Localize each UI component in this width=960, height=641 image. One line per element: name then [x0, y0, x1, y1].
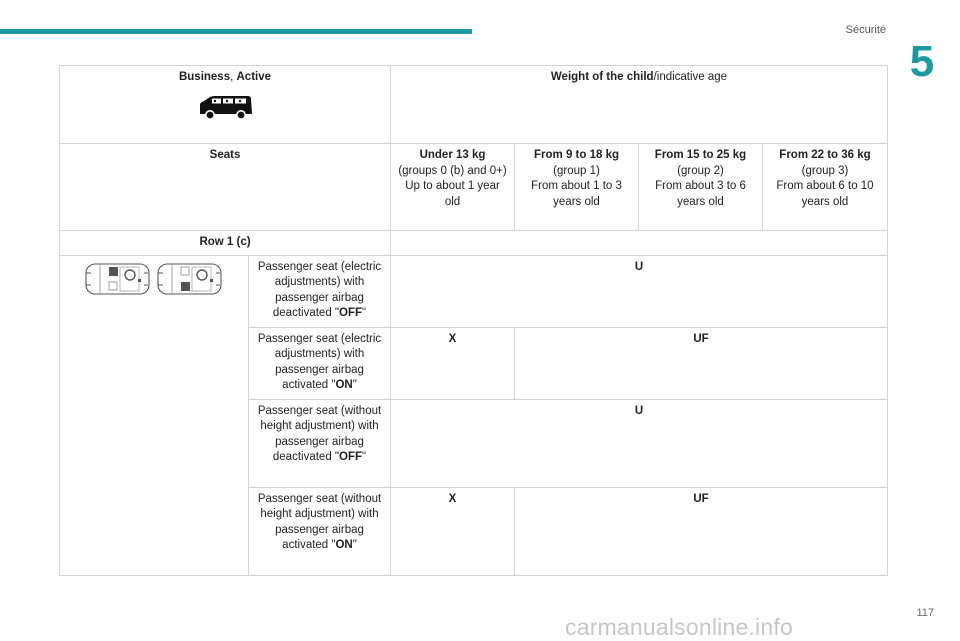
- group-header: From 9 to 18 kg (group 1) From about 1 to …: [514, 143, 639, 231]
- seat-diagram-cell: [59, 254, 249, 576]
- child-seat-table: Business, Active Weight of the child/ind…: [59, 65, 888, 576]
- seats-label: Seats: [59, 143, 391, 231]
- chapter-number: 5: [909, 37, 935, 86]
- seat-description: Passenger seat (without height adjustmen…: [248, 486, 391, 576]
- group-header: From 22 to 36 kg (group 3) From about 6 to…: [762, 143, 888, 231]
- header-accent-bar: [0, 29, 472, 34]
- van-silhouette-icon: [200, 95, 252, 120]
- suitability-value: X: [390, 326, 515, 400]
- suitability-value: UF: [514, 326, 888, 400]
- row-label-filler: [390, 230, 888, 256]
- seat-description: Passenger seat (electric adjustments) wi…: [248, 254, 391, 328]
- weight-header: Weight of the child/indicative age: [390, 65, 888, 144]
- car-top-view-icon: [157, 262, 222, 295]
- version-label: Business, Active: [178, 71, 272, 83]
- suitability-value: U: [390, 398, 888, 488]
- page-number: 117: [916, 607, 934, 619]
- row-label: Row 1 (c): [59, 230, 391, 256]
- watermark: carmanualsonline.info: [565, 614, 793, 640]
- seat-description: Passenger seat (without height adjustmen…: [248, 398, 391, 488]
- group-header: Under 13 kg (groups 0 (b) and 0+) Up to ab…: [390, 143, 515, 231]
- suitability-value: UF: [514, 486, 888, 576]
- seat-description: Passenger seat (electric adjustments) wi…: [248, 326, 391, 400]
- suitability-value: X: [390, 486, 515, 576]
- version-cell: Business, Active: [59, 65, 391, 144]
- section-title: Sécurité: [845, 24, 886, 36]
- group-header: From 15 to 25 kg (group 2) From about 3 to…: [638, 143, 763, 231]
- suitability-value: U: [390, 254, 888, 328]
- car-top-view-icon: [85, 262, 150, 295]
